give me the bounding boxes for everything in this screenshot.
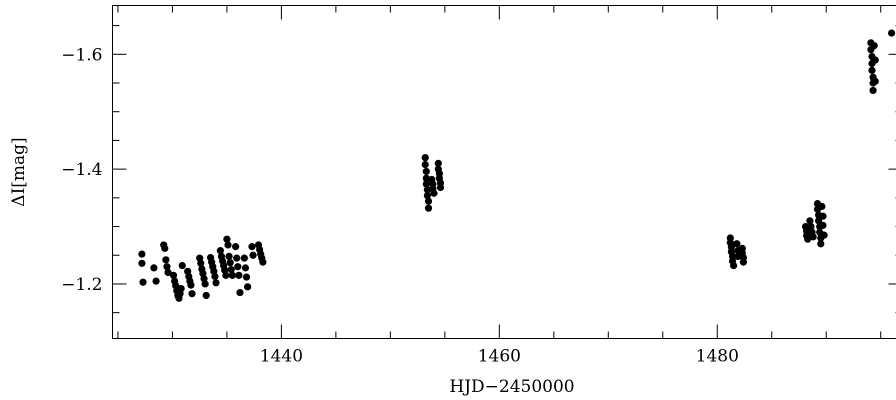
- y-axis-label: ΔI[mag]: [9, 137, 29, 206]
- data-point: [161, 244, 169, 252]
- data-point: [871, 77, 879, 85]
- data-point: [223, 235, 231, 243]
- data-point: [169, 271, 178, 279]
- y-tick-label: −1.6: [61, 45, 102, 65]
- plot-frame: [112, 5, 896, 339]
- data-point: [733, 240, 741, 248]
- data-point: [236, 288, 244, 297]
- x-tick-label: 1480: [696, 347, 739, 367]
- data-point: [806, 217, 814, 225]
- data-point: [869, 86, 877, 95]
- x-axis-label: HJD−2450000: [449, 377, 574, 397]
- data-point: [187, 281, 195, 289]
- data-point: [868, 66, 876, 74]
- x-tick-label: 1460: [478, 347, 521, 367]
- y-tick-label: −1.4: [61, 160, 102, 180]
- y-tick-label: −1.2: [61, 275, 102, 295]
- data-point: [871, 56, 879, 64]
- data-point: [138, 250, 146, 258]
- data-point: [152, 277, 160, 285]
- data-point: [150, 264, 158, 272]
- axis-ticks: [112, 5, 896, 339]
- data-point: [424, 204, 433, 212]
- data-point: [162, 256, 170, 264]
- data-point: [423, 191, 432, 200]
- data-point: [259, 258, 267, 266]
- data-point: [730, 261, 738, 270]
- data-point: [227, 266, 235, 274]
- data-point: [164, 268, 172, 277]
- data-point: [233, 254, 241, 262]
- data-point: [421, 160, 429, 169]
- data-point: [201, 280, 209, 288]
- data-point: [235, 271, 243, 279]
- data-point: [815, 217, 823, 225]
- data-point: [423, 186, 432, 194]
- data-point: [739, 258, 748, 266]
- x-tick-label: 1440: [260, 347, 303, 367]
- data-point: [424, 197, 433, 205]
- data-point: [224, 241, 232, 249]
- data-point: [240, 254, 248, 262]
- data-point: [422, 167, 430, 176]
- data-point: [228, 271, 236, 279]
- data-point: [226, 259, 234, 267]
- data-point: [202, 291, 210, 300]
- data-point: [244, 283, 252, 291]
- data-point: [819, 212, 827, 220]
- data-point: [163, 263, 171, 271]
- data-point: [804, 235, 812, 243]
- data-point: [216, 247, 224, 255]
- data-point: [422, 180, 430, 188]
- data-point: [421, 154, 429, 162]
- data-point: [870, 42, 878, 50]
- data-point: [188, 290, 196, 298]
- data-point: [436, 183, 445, 192]
- data-point: [234, 263, 242, 271]
- data-point: [818, 202, 826, 211]
- data-point: [225, 252, 233, 260]
- data-point: [178, 261, 186, 270]
- data-point: [809, 233, 817, 241]
- data-point: [807, 222, 815, 231]
- data-point: [241, 264, 250, 272]
- data-point: [248, 243, 256, 251]
- data-point: [232, 243, 240, 251]
- data-point: [888, 29, 896, 37]
- data-point: [430, 189, 438, 197]
- data-point: [434, 159, 442, 167]
- data-point: [817, 240, 825, 248]
- data-point: [211, 272, 219, 281]
- data-point: [197, 259, 205, 267]
- data-point: [249, 251, 257, 259]
- data-point: [177, 284, 185, 293]
- data-point: [242, 273, 251, 281]
- data-points: [138, 29, 896, 302]
- data-point: [139, 278, 147, 286]
- data-point: [138, 259, 146, 267]
- data-point: [819, 221, 827, 229]
- data-point: [820, 231, 828, 239]
- data-point: [212, 279, 220, 287]
- tick-labels: 1440 1460 1480 −1.6 −1.4 −1.2: [61, 45, 739, 366]
- data-point: [422, 174, 430, 182]
- data-point: [222, 271, 230, 279]
